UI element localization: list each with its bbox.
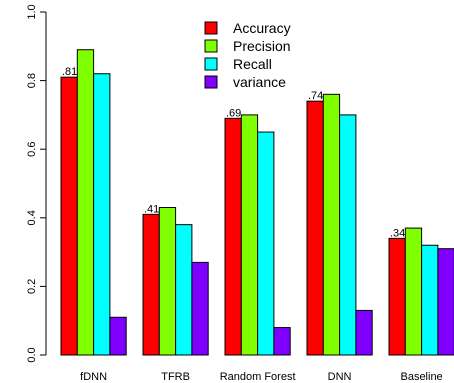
data-label: .69 — [226, 107, 241, 119]
data-label: .41 — [144, 203, 159, 215]
data-labels: .81 .41 .69 .74 .34 — [62, 66, 405, 239]
bar-recall-fdnn — [93, 73, 111, 356]
bar-variance-random-forest — [273, 327, 291, 356]
legend-swatch-variance — [204, 75, 218, 89]
y-tick-label: 0.0 — [26, 347, 38, 362]
y-tick-label: 1.0 — [26, 4, 38, 19]
bar-recall-dnn — [339, 114, 357, 356]
category-label: DNN — [328, 371, 352, 383]
bar-recall-baseline — [421, 244, 439, 356]
y-axis: 0.0 0.2 0.4 0.6 0.8 1.0 — [26, 4, 47, 363]
legend-label-accuracy: Accuracy — [233, 20, 291, 36]
data-label: .81 — [62, 66, 77, 78]
legend-label-variance: variance — [233, 74, 286, 90]
bar-precision-fdnn — [76, 49, 95, 356]
legend-label-recall: Recall — [233, 56, 272, 72]
bar-accuracy-tfrb — [142, 213, 160, 356]
bar-precision-tfrb — [158, 207, 177, 356]
bar-recall-random-forest — [257, 131, 275, 356]
y-tick-label: 0.4 — [26, 210, 38, 225]
data-label: .74 — [308, 90, 323, 102]
bar-precision-random-forest — [240, 114, 259, 356]
bar-variance-dnn — [355, 309, 373, 356]
category-label: fDNN — [80, 371, 107, 383]
bar-accuracy-fdnn — [60, 76, 78, 356]
legend-swatch-precision — [204, 39, 218, 53]
bar-accuracy-baseline — [388, 237, 406, 356]
bar-variance-fdnn — [109, 316, 127, 356]
bar-precision-baseline — [404, 227, 423, 356]
y-tick-label: 0.2 — [26, 279, 38, 294]
category-label: Random Forest — [220, 371, 296, 383]
bar-accuracy-random-forest — [224, 117, 242, 356]
category-label: Baseline — [400, 371, 442, 383]
bar-variance-baseline — [437, 248, 454, 356]
data-label: .34 — [390, 227, 405, 239]
bar-precision-dnn — [322, 93, 341, 356]
bar-recall-tfrb — [175, 224, 193, 356]
y-tick-label: 0.6 — [26, 142, 38, 157]
legend: Accuracy Precision Recall variance — [204, 20, 291, 90]
legend-swatch-accuracy — [204, 21, 218, 35]
y-tick-label: 0.8 — [26, 73, 38, 88]
legend-swatch-recall — [204, 57, 218, 71]
legend-label-precision: Precision — [233, 38, 291, 54]
category-label: TFRB — [161, 371, 190, 383]
category-labels: fDNN TFRB Random Forest DNN Baseline — [80, 371, 443, 383]
bar-groups — [60, 49, 454, 356]
bar-variance-tfrb — [191, 261, 209, 356]
bar-accuracy-dnn — [306, 100, 324, 356]
